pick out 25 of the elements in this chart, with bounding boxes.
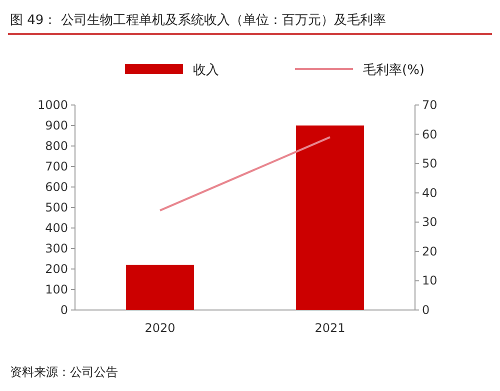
y-tick-label: 900: [45, 118, 68, 132]
y-tick-label: 400: [45, 221, 68, 235]
x-tick-label: 2020: [144, 321, 176, 335]
text: 资料来源：公司公告: [10, 365, 118, 379]
y-tick-label: 100: [45, 282, 68, 296]
y2-tick-label: 70: [422, 98, 438, 112]
x-tick-label: 2021: [314, 321, 346, 335]
y2-tick-label: 0: [422, 303, 430, 317]
legend-label: 收入: [193, 63, 219, 78]
legend-label: 毛利率(%): [363, 62, 424, 78]
y-tick-label: 1000: [37, 98, 68, 112]
y-tick-label: 200: [45, 262, 68, 276]
y2-tick-label: 40: [422, 186, 438, 200]
y2-tick-label: 30: [422, 215, 438, 230]
y-tick-label: 0: [60, 303, 68, 317]
y-tick-label: 600: [45, 180, 68, 194]
y2-tick-label: 50: [422, 156, 438, 171]
y2-tick-label: 10: [422, 274, 438, 288]
y-tick-label: 500: [45, 200, 68, 214]
y-tick-label: 800: [45, 139, 68, 153]
chart-title: 图 49： 公司生物工程单机及系统收入（单位：百万元）及毛利率: [10, 12, 386, 28]
y-tick-label: 700: [45, 160, 68, 174]
y2-tick-label: 60: [422, 127, 438, 142]
y2-tick-label: 20: [422, 244, 438, 258]
y-tick-label: 300: [45, 242, 68, 256]
